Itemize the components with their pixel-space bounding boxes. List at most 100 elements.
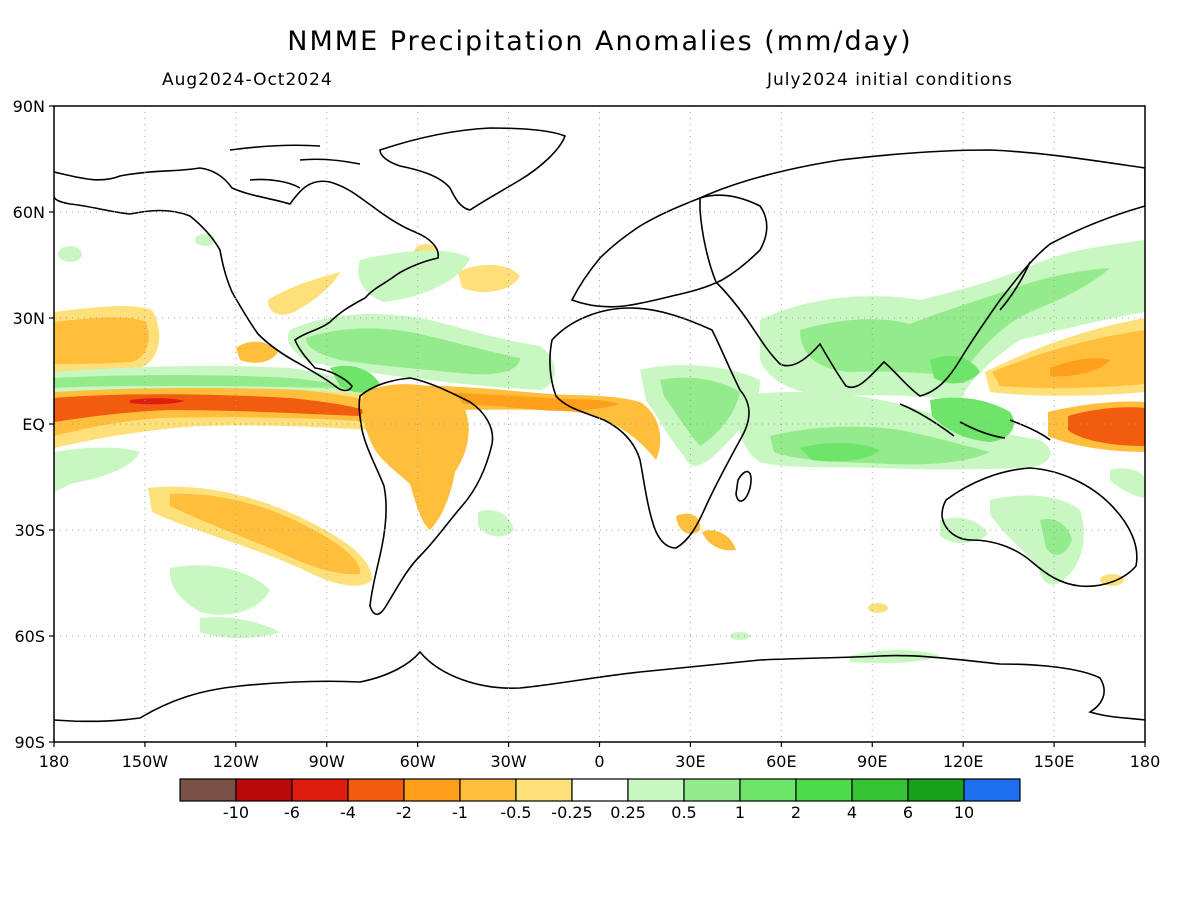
wet-patch-australia — [990, 495, 1084, 585]
wet-patch-s-pacific-2 — [200, 616, 280, 638]
colorbar-swatch — [571, 778, 629, 802]
coast-maritime-3 — [1009, 419, 1051, 441]
colorbar-swatch — [851, 778, 909, 802]
colorbar-swatch — [963, 778, 1021, 802]
coast-north-america — [54, 167, 440, 392]
coast-japan — [999, 261, 1031, 311]
lat-tick-label: 90S — [14, 733, 45, 752]
dry-patch-us-east — [268, 272, 340, 315]
colorbar-label: 2 — [791, 803, 801, 822]
lon-tick-label: 150E — [1034, 752, 1075, 771]
colorbar-label: -0.5 — [500, 803, 531, 822]
colorbar-label: 0.5 — [671, 803, 696, 822]
lon-tick-label: 120E — [943, 752, 984, 771]
wet-band-pacific-south — [54, 447, 140, 492]
colorbar-label: -0.25 — [551, 803, 592, 822]
anomaly-field — [54, 127, 1145, 723]
colorbar-swatch — [291, 778, 349, 802]
lat-tick-label: 60N — [13, 203, 45, 222]
wet-patch-c-america — [330, 365, 380, 393]
dry-patch-nw-pacific-strong — [1050, 358, 1110, 377]
wet-region-s-asia-med — [800, 268, 1110, 376]
wet-patch-e-pacific-far-south — [1110, 468, 1145, 498]
lon-tick-label: 180 — [39, 752, 70, 771]
lon-tick-label: 60W — [400, 752, 436, 771]
colorbar-label: -10 — [223, 803, 249, 822]
lon-tick-label: 120W — [213, 752, 260, 771]
colorbar-swatch — [627, 778, 685, 802]
coast-australia — [941, 467, 1138, 588]
lon-tick-label: 30E — [675, 752, 705, 771]
colorbar-label: -6 — [284, 803, 300, 822]
wet-patch-misc-3 — [730, 632, 750, 640]
coast-antarctica — [54, 650, 1145, 723]
wet-patch-misc-1 — [195, 234, 215, 246]
colorbar-swatch — [795, 778, 853, 802]
coast-maritime-2 — [959, 421, 1006, 439]
lon-tick-label: 0 — [594, 752, 604, 771]
lat-tick-label: 30N — [13, 309, 45, 328]
wet-patch-s-pacific-1 — [169, 565, 270, 615]
lon-tick-label: 180 — [1130, 752, 1161, 771]
wet-region-maritime — [930, 397, 1014, 442]
graticule — [54, 106, 1145, 742]
wet-patch-caribbean-med — [306, 328, 520, 375]
coast-europe — [570, 194, 768, 308]
lon-tick-label: 30W — [490, 752, 526, 771]
colorbar-label: 6 — [903, 803, 913, 822]
colorbar-swatch — [235, 778, 293, 802]
wet-patch-misc-2 — [58, 246, 82, 262]
initial-conditions: July2024 initial conditions — [767, 70, 1013, 90]
coast-maritime-1 — [899, 403, 955, 437]
lon-tick-label: 90E — [857, 752, 887, 771]
wet-band-pacific-north-med — [54, 375, 350, 388]
colorbar-label: 10 — [954, 803, 974, 822]
wet-region-indian-ocean-strong — [800, 442, 880, 462]
lat-tick-label: 90N — [13, 97, 45, 116]
dry-patch-atlantic-north — [458, 264, 520, 292]
colorbar-label: 0.25 — [610, 803, 646, 822]
dry-patch-amazon — [362, 384, 469, 530]
colorbar-label: -4 — [340, 803, 356, 822]
dry-patch-nw-pacific-med — [992, 330, 1145, 389]
dry-band-south-pacific-med — [170, 493, 361, 575]
coast-greenland — [379, 127, 567, 211]
coast-arctic-islands — [229, 144, 361, 189]
colorbar-label: -2 — [396, 803, 412, 822]
colorbar-label: -1 — [452, 803, 468, 822]
wet-patch-antarctic — [850, 650, 940, 664]
wet-region-s-asia-strong — [930, 356, 980, 384]
colorbar-swatch — [515, 778, 573, 802]
colorbar-label: 1 — [735, 803, 745, 822]
colorbar-label: 4 — [847, 803, 857, 822]
wet-region-africa-med — [660, 377, 740, 446]
colorbar-swatch — [347, 778, 405, 802]
lon-tick-label: 90W — [309, 752, 345, 771]
dry-patch-misc-1 — [868, 603, 888, 613]
lat-tick-label: EQ — [22, 415, 45, 434]
longitude-axis: 180 150W 120W 90W 60W 30W 0 30E 60E 90E 120E 150E 18… — [39, 742, 1161, 771]
dry-patch-w-pacific-strong — [1068, 407, 1145, 446]
map-title: NMME Precipitation Anomalies (mm/day) — [287, 26, 913, 57]
colorbar-swatch — [179, 778, 237, 802]
coast-south-america — [358, 377, 494, 616]
coast-asia — [699, 149, 1145, 397]
lon-tick-label: 60E — [766, 752, 796, 771]
lon-tick-label: 150W — [122, 752, 169, 771]
coastlines — [54, 127, 1145, 723]
colorbar-swatch — [403, 778, 461, 802]
dry-patch-hawaii-med — [54, 317, 149, 364]
color-bar: -10 -6 -4 -2 -1 -0.5 -0.25 0.25 0.5 1 2 4 6 10 — [179, 778, 1021, 822]
coast-africa — [549, 307, 750, 549]
lat-tick-label: 30S — [14, 521, 45, 540]
wet-patch-australia-med — [1040, 518, 1072, 555]
colorbar-swatch — [739, 778, 797, 802]
colorbar-swatch — [459, 778, 517, 802]
lat-tick-label: 60S — [14, 627, 45, 646]
dry-patch-s-africa-2 — [702, 530, 736, 551]
dry-band-pacific-core — [130, 398, 185, 405]
colorbar-swatch — [907, 778, 965, 802]
forecast-period: Aug2024-Oct2024 — [162, 70, 333, 90]
wet-patch-n-atlantic — [358, 250, 470, 302]
